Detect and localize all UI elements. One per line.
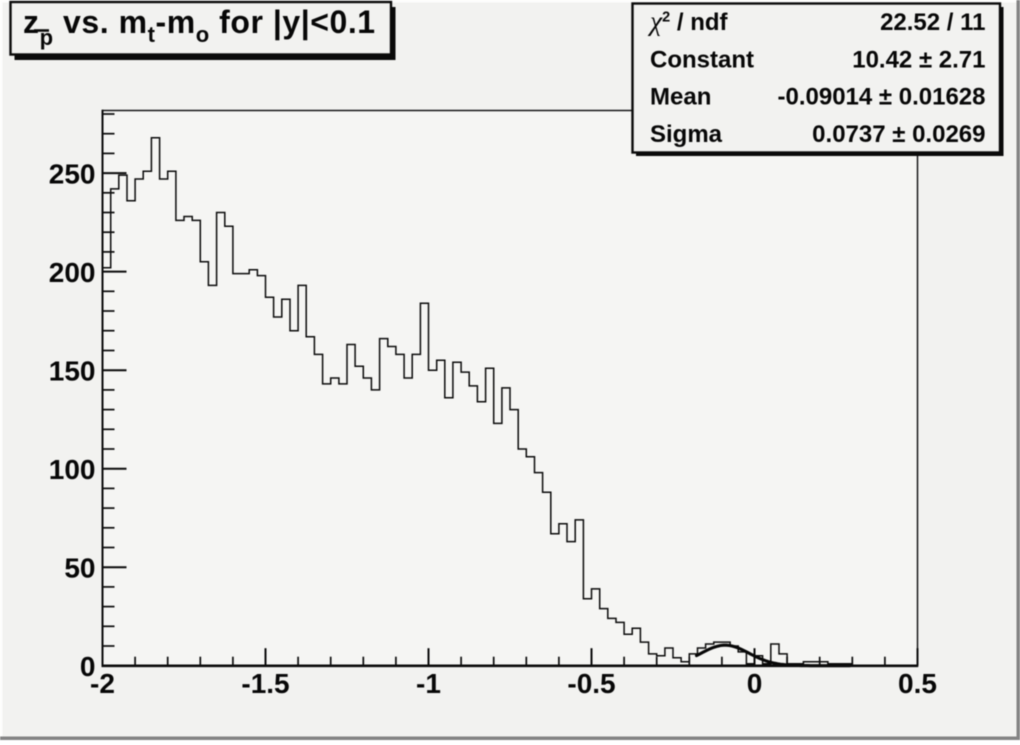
svg-text:Mean: Mean <box>650 84 711 111</box>
svg-text:0: 0 <box>747 668 763 699</box>
svg-text:10.42 ± 2.71: 10.42 ± 2.71 <box>852 46 985 73</box>
svg-text:200: 200 <box>49 257 96 288</box>
svg-text:0.0737 ± 0.0269: 0.0737 ± 0.0269 <box>812 121 985 148</box>
svg-text:22.52 / 11: 22.52 / 11 <box>880 9 985 36</box>
svg-text:-2: -2 <box>90 668 115 699</box>
svg-text:-0.5: -0.5 <box>567 668 615 699</box>
svg-text:50: 50 <box>64 553 95 584</box>
svg-text:0.5: 0.5 <box>898 668 937 699</box>
svg-text:150: 150 <box>49 356 96 387</box>
svg-text:Constant: Constant <box>650 46 754 73</box>
svg-text:-1: -1 <box>416 668 441 699</box>
svg-text:-0.09014 ± 0.01628: -0.09014 ± 0.01628 <box>777 84 985 111</box>
svg-text:100: 100 <box>49 454 96 485</box>
svg-text:χ2 / ndf: χ2 / ndf <box>647 5 729 36</box>
svg-text:Sigma: Sigma <box>650 121 723 148</box>
svg-text:-1.5: -1.5 <box>241 668 289 699</box>
svg-text:250: 250 <box>49 159 96 190</box>
